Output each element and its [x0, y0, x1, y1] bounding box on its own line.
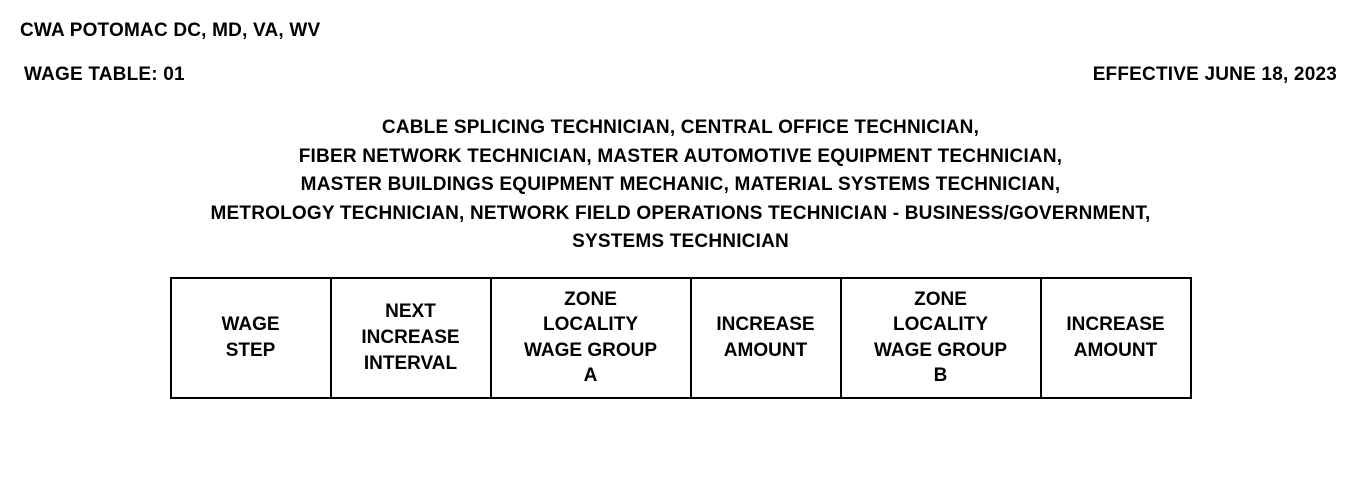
- job-titles-line: MASTER BUILDINGS EQUIPMENT MECHANIC, MAT…: [20, 171, 1341, 200]
- wage-table-label: WAGE TABLE: 01: [24, 64, 185, 86]
- wage-table: WAGESTEPNEXTINCREASEINTERVALZONELOCALITY…: [170, 277, 1192, 400]
- wage-table-column-header: ZONELOCALITYWAGE GROUPA: [491, 278, 691, 399]
- wage-table-column-header: NEXTINCREASEINTERVAL: [331, 278, 491, 399]
- wage-table-column-header: INCREASEAMOUNT: [1041, 278, 1191, 399]
- job-titles-block: CABLE SPLICING TECHNICIAN, CENTRAL OFFIC…: [20, 114, 1341, 257]
- job-titles-line: FIBER NETWORK TECHNICIAN, MASTER AUTOMOT…: [20, 143, 1341, 172]
- wage-table-column-header: WAGESTEP: [171, 278, 331, 399]
- job-titles-line: METROLOGY TECHNICIAN, NETWORK FIELD OPER…: [20, 200, 1341, 229]
- wage-table-column-header: INCREASEAMOUNT: [691, 278, 841, 399]
- wage-table-column-header: ZONELOCALITYWAGE GROUPB: [841, 278, 1041, 399]
- effective-date: EFFECTIVE JUNE 18, 2023: [1093, 64, 1337, 86]
- wage-table-header-row: WAGESTEPNEXTINCREASEINTERVALZONELOCALITY…: [171, 278, 1191, 399]
- org-name: CWA POTOMAC DC, MD, VA, WV: [20, 20, 1341, 42]
- job-titles-line: CABLE SPLICING TECHNICIAN, CENTRAL OFFIC…: [20, 114, 1341, 143]
- job-titles-line: SYSTEMS TECHNICIAN: [20, 228, 1341, 257]
